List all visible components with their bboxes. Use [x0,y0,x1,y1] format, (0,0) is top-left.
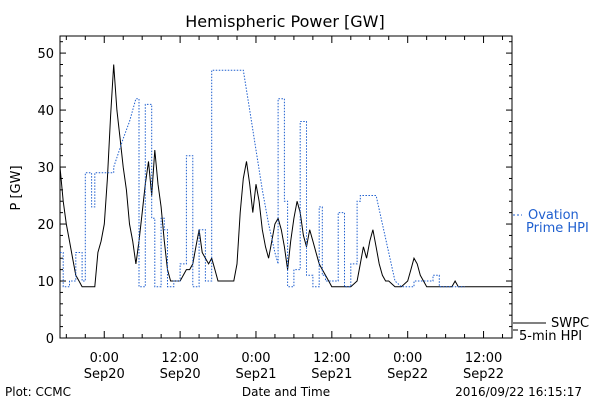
x-axis-label: Date and Time [242,385,330,399]
footer-timestamp: 2016/09/22 16:15:17 [455,385,582,399]
legend-ovation-line2: Prime HPI [526,221,589,236]
y-tick-label: 10 [37,275,54,290]
y-tick-label: 0 [46,332,54,347]
x-tick-date-label: Sep20 [84,367,125,382]
chart-title: Hemispheric Power [GW] [185,12,384,31]
legend-swpc-line1: SWPC [551,316,589,331]
x-tick-date-label: Sep22 [463,367,504,382]
y-axis-label: P [GW] [9,165,24,210]
series-layer [59,64,512,288]
plot-frame [59,35,513,339]
y-axis-ticks: 0 10 20 30 40 50 [37,41,512,347]
x-tick-time-label: 0:00 [393,351,422,366]
y-tick-label: 40 [37,104,54,119]
footer-plot-credit: Plot: CCMC [5,385,71,399]
series-line-ovation [60,69,465,288]
x-tick-time-label: 12:00 [313,351,350,366]
legend-ovation-line1: Ovation [528,208,579,223]
legend-swpc-line2: 5-min HPI [519,329,582,344]
x-tick-date-label: Sep20 [160,367,201,382]
y-tick-label: 20 [37,218,54,233]
x-tick-time-label: 12:00 [465,351,502,366]
y-tick-label: 30 [37,161,54,176]
x-tick-time-label: 12:00 [161,351,198,366]
x-tick-time-label: 0:00 [90,351,119,366]
x-tick-date-label: Sep22 [387,367,428,382]
x-tick-time-label: 0:00 [241,351,270,366]
series-line-swpc [59,64,465,288]
legend: Ovation Prime HPI SWPC 5-min HPI [513,208,589,344]
x-axis-ticks: 0:00Sep2012:00Sep200:00Sep2112:00Sep210:… [65,36,504,382]
x-tick-date-label: Sep21 [311,367,352,382]
x-tick-date-label: Sep21 [235,367,276,382]
y-tick-label: 50 [37,47,54,62]
